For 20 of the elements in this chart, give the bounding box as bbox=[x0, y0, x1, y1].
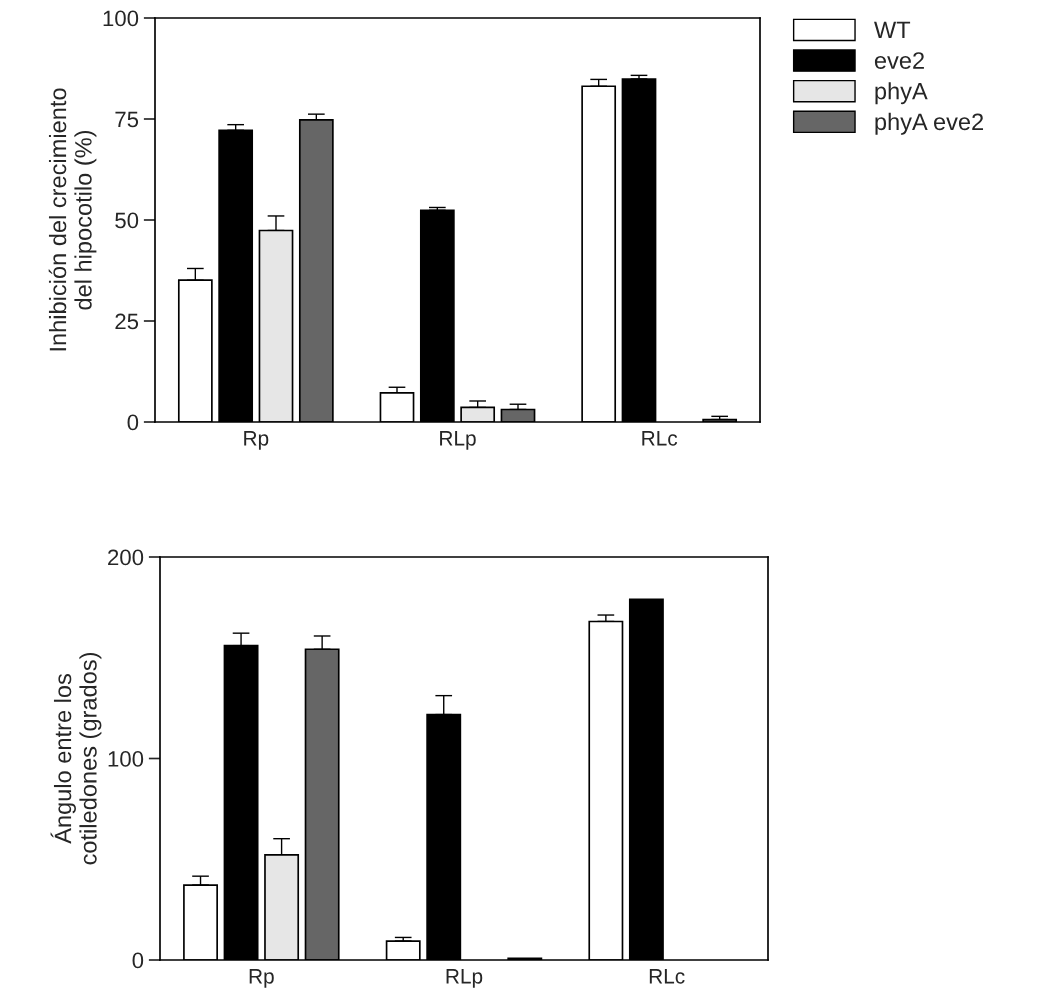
legend-label: phyA bbox=[875, 82, 928, 105]
x-tick-label: RLp bbox=[440, 431, 476, 450]
y-tick-label: 200 bbox=[108, 549, 144, 566]
y-tick-label: 25 bbox=[115, 313, 139, 330]
y-tick-label: 0 bbox=[132, 952, 144, 969]
legend-label: WT bbox=[874, 21, 911, 39]
x-tick-label: RLp bbox=[446, 969, 483, 988]
x-tick-label: RLc bbox=[642, 431, 678, 446]
y-tick-label: 100 bbox=[108, 751, 144, 767]
legend-label: eve2 bbox=[874, 52, 924, 69]
y-axis-title: Ángulo entre los cotiledones (grados) bbox=[50, 652, 102, 865]
y-tick-label: 0 bbox=[127, 414, 139, 431]
y-axis-title: Inhibición del crecimiento del hipocotilo (%) bbox=[48, 88, 97, 351]
y-tick-label: 50 bbox=[115, 212, 139, 229]
legend-label: phyA eve2 bbox=[875, 112, 984, 135]
y-tick-label: 100 bbox=[103, 10, 139, 27]
y-tick-label: 75 bbox=[115, 111, 139, 128]
x-tick-label: RLc bbox=[649, 969, 685, 984]
x-tick-label: Rp bbox=[249, 969, 274, 988]
x-tick-label: Rp bbox=[244, 431, 269, 450]
